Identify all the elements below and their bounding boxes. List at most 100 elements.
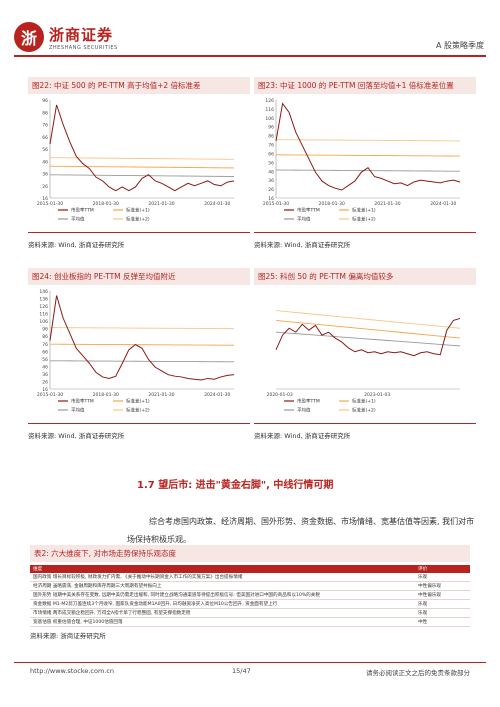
table-title: 表2: 六大维度下, 对市场走势保持乐观态度	[30, 545, 470, 562]
y-tick-label: 46	[42, 364, 48, 370]
legend-label: 标准差(+1)	[352, 207, 376, 214]
x-tick-label: 2024-01-30	[204, 201, 230, 207]
y-tick-label: 26	[268, 187, 274, 193]
table-cell: 中性偏乐观	[415, 581, 470, 591]
x-tick-label: 2015-01-30	[37, 201, 63, 207]
table-cell: 国外形势 短期中美关系存在变数, 远期中美仍需走出缓和, 同时建立战略沟通渠道等…	[30, 590, 415, 600]
x-tick-label: 2018-01-30	[93, 392, 119, 398]
legend-label: 标准差(+1)	[126, 398, 150, 405]
report-type: A 股策略季度	[435, 41, 484, 50]
figure-divider	[28, 423, 250, 424]
series-line-mean	[275, 169, 461, 172]
figure-divider	[28, 232, 250, 233]
y-tick-label: 16	[42, 196, 48, 202]
table-cell: 中性偏乐观	[415, 590, 470, 600]
figure-divider	[254, 232, 476, 233]
figure-title: 图23: 中证 1000 的 PE-TTM 回落至均值+1 倍标准差位置	[254, 77, 476, 94]
y-tick-label: 126	[265, 98, 274, 104]
footer-url[interactable]: http://www.stocke.com.cn	[30, 667, 115, 675]
series-line-sd2	[275, 139, 461, 142]
figure-star50: 图25: 科创 50 的 PE-TTM 偏离均值较多 2020-01-03 202…	[254, 268, 476, 440]
legend-label: 市盈率TTM	[71, 398, 94, 405]
y-tick-label: 56	[268, 160, 274, 166]
table-row: 市场情绪 两市成交额企稳回升, 万得全A指卡单了行稳整固, 有望支撑指数走稳 乐观	[30, 608, 470, 618]
x-tick-label: 2021-01-30	[374, 201, 400, 207]
series-line-sd1	[275, 319, 461, 339]
series-line-sd2	[49, 327, 235, 330]
y-tick-label: 36	[268, 178, 274, 184]
x-tick-label: 2020-01-03	[267, 392, 293, 398]
x-tick-label: 2015-01-30	[37, 392, 63, 398]
legend-label: 市盈率TTM	[71, 207, 94, 214]
legend-label: 平均值	[71, 407, 85, 414]
chart-star50: 2020-01-03 2023-01-03 市盈率TTM 标准差(+1) 平均值 标准差(…	[267, 310, 461, 414]
series-line-sd1	[275, 154, 461, 157]
body-paragraph: 综合考虑国内政策、经济周期、国外形势、资金数据、市场情绪、宽基估值等因素, 我们…	[127, 517, 475, 544]
legend-label: 标准差(+2)	[126, 216, 150, 223]
table-row: 国外形势 短期中美关系存在变数, 远期中美仍需走出缓和, 同时建立战略沟通渠道等…	[30, 590, 470, 600]
figure-chinext: 图24: 创业板指的 PE-TTM 反弹至均值附近 16 26 36 46 56 66 76…	[28, 268, 250, 440]
table-header: 评价	[415, 565, 470, 573]
table-cell: 宽基估值 权重估值合理, 中证1000估值回落	[30, 617, 415, 627]
y-tick-label: 46	[268, 169, 274, 175]
legend-label: 市盈率TTM	[297, 207, 320, 214]
y-tick-label: 76	[42, 342, 48, 348]
series-line-sd2	[49, 157, 235, 160]
y-tick-label: 56	[42, 147, 48, 153]
y-tick-label: 16	[268, 196, 274, 202]
figure-divider	[254, 423, 476, 424]
section-title: 1.7 望后市: 进击"黄金右脚", 中线行情可期	[137, 480, 334, 491]
figure-title: 图22: 中证 500 的 PE-TTM 高于均值+2 倍标准差	[28, 77, 250, 94]
figure-title: 图24: 创业板指的 PE-TTM 反弹至均值附近	[28, 268, 250, 285]
series-line-sd2	[275, 310, 461, 329]
table-cell: 乐观	[415, 608, 470, 618]
figure-source: 资料来源: Wind, 浙商证券研究所	[28, 241, 125, 249]
series-line-pe-ttm	[275, 317, 461, 357]
legend-label: 市盈率TTM	[297, 398, 320, 405]
y-tick-label: 96	[42, 327, 48, 333]
chart-csi1000: 16 26 36 46 56 66 76 86 96 106 116 126 2015-01-30 201…	[263, 98, 461, 223]
x-tick-label: 2015-01-30	[263, 201, 289, 207]
page-number: 15/47	[232, 667, 251, 675]
y-tick-label: 26	[42, 379, 48, 385]
table-cell: 国内政策 增长目标较积极, 财政发力扩内需, 《关于推动中长期资金入市工作的实施…	[30, 573, 415, 582]
table-cell: 中性	[415, 617, 470, 627]
x-tick-label: 2021-01-30	[148, 201, 174, 207]
table-header-row: 维度 评价	[30, 565, 470, 573]
chart-csi500: 16 26 36 46 56 66 76 86 96 2015-01-30 2018-01-30 20…	[37, 98, 235, 223]
x-tick-label: 2021-01-30	[148, 392, 174, 398]
table-source: 资料来源: 浙商证券研究所	[30, 632, 106, 640]
x-tick-label: 2018-01-30	[93, 201, 119, 207]
table-cell: 经济周期 虽略震荡, 金融周期和库存周期三大周期有望共振向上	[30, 581, 415, 591]
y-tick-label: 106	[265, 116, 274, 122]
footer-divider	[14, 662, 486, 663]
company-logo: 浙 浙商证券 ZHESHANG SECURITIES	[14, 22, 118, 52]
y-tick-label: 136	[39, 297, 48, 303]
x-tick-label: 2024-01-30	[430, 201, 456, 207]
y-tick-label: 116	[39, 312, 48, 318]
table-header: 维度	[30, 565, 415, 573]
legend-label: 平均值	[297, 216, 311, 223]
y-tick-label: 76	[42, 123, 48, 129]
y-tick-label: 16	[42, 387, 48, 393]
y-tick-label: 56	[42, 357, 48, 363]
legend-label: 标准差(+1)	[352, 398, 376, 405]
table-cell: 资金数据 M1-M2剪刀差连续3个月收窄, 国家队资金动能M1A0回升, 日均融…	[30, 599, 415, 609]
figure-source: 资料来源: Wind, 浙商证券研究所	[28, 432, 125, 440]
table-row: 宽基估值 权重估值合理, 中证1000估值回落 中性	[30, 617, 470, 627]
legend-label: 标准差(+2)	[352, 407, 376, 414]
table-row: 经济周期 虽略震荡, 金融周期和库存周期三大周期有望共振向上 中性偏乐观	[30, 581, 470, 591]
table-row: 资金数据 M1-M2剪刀差连续3个月收窄, 国家队资金动能M1A0回升, 日均融…	[30, 599, 470, 609]
figure-csi500: 图22: 中证 500 的 PE-TTM 高于均值+2 倍标准差 16 26 36 4…	[28, 77, 250, 249]
figure-title: 图25: 科创 50 的 PE-TTM 偏离均值较多	[254, 268, 476, 285]
legend-label: 平均值	[297, 407, 311, 414]
series-line-mean	[49, 360, 235, 363]
legend-label: 标准差(+2)	[126, 407, 150, 414]
series-line-mean	[49, 174, 235, 177]
legend-label: 平均值	[71, 216, 85, 223]
legend-label: 标准差(+1)	[126, 207, 150, 214]
series-line-pe-ttm	[49, 295, 235, 381]
y-tick-label: 46	[42, 159, 48, 165]
y-tick-label: 26	[42, 184, 48, 190]
